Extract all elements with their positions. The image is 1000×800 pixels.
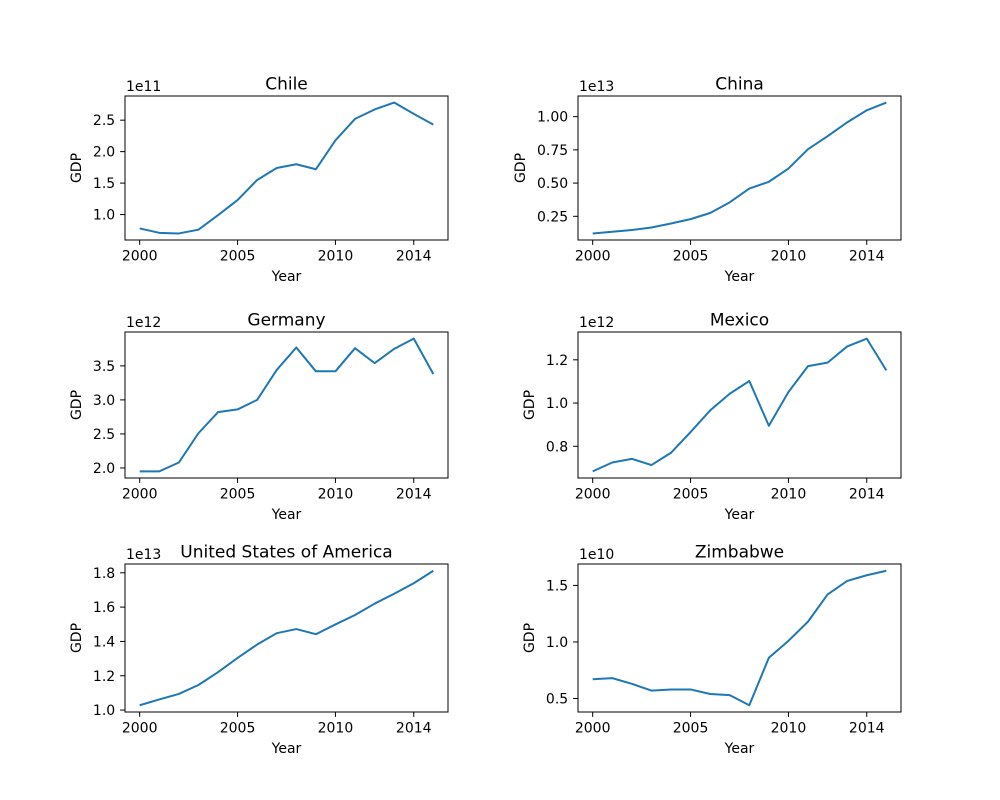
plot-frame: [577, 95, 902, 241]
x-tick-label: 2000: [575, 721, 611, 737]
y-offset-label: 1e13: [126, 547, 161, 563]
x-tick-label: 2010: [318, 721, 354, 737]
x-tick-label: 2014: [396, 487, 432, 503]
x-tick-label: 2014: [849, 721, 885, 737]
x-tick-label: 2005: [220, 249, 256, 265]
plot-frame: [124, 95, 449, 241]
x-axis-label: Year: [724, 269, 755, 285]
y-axis-label: GDP: [69, 623, 85, 653]
x-tick-label: 2005: [673, 487, 709, 503]
gdp-line-series: [592, 337, 888, 473]
x-tick-label: 2000: [122, 249, 158, 265]
subplot-united-states-of-america: 2000 2005 2010 2014 1.0 1.2 1.4 1.6 1.8 United St…: [69, 543, 449, 757]
y-tick-label: 2.5: [93, 113, 115, 129]
gdp-line-series: [139, 337, 435, 473]
subplot-germany: 2000 2005 2010 2014 2.0 2.5 3.0 3.5 Germany 1e12 Y…: [69, 311, 449, 523]
x-tick-label: 2000: [575, 249, 611, 265]
x-axis-label: Year: [271, 269, 302, 285]
y-axis-label: GDP: [513, 153, 529, 183]
y-tick-label: 0.5: [546, 691, 568, 707]
x-tick-label: 2005: [673, 249, 709, 265]
y-offset-label: 1e11: [126, 79, 161, 95]
y-tick-label: 2.5: [93, 427, 115, 443]
x-tick-label: 2014: [849, 249, 885, 265]
y-tick-label: 1.2: [546, 353, 568, 369]
y-tick-label: 3.5: [93, 359, 115, 375]
gdp-line-series: [139, 101, 434, 235]
plot-frame: [577, 563, 902, 713]
y-tick-label: 1.0: [546, 396, 568, 412]
plot-title: Chile: [265, 75, 308, 95]
y-tick-label: 0.75: [537, 143, 568, 159]
plot-frame: [577, 331, 902, 479]
subplot-china: 2000 2005 2010 2014 0.25 0.50 0.75 1.00 China 1e1…: [513, 75, 902, 285]
subplot-mexico: 2000 2005 2010 2014 0.8 1.0 1.2 Mexico 1e12 Year G…: [522, 311, 902, 523]
y-tick-label: 0.50: [537, 176, 568, 192]
x-axis-label: Year: [724, 741, 755, 757]
x-axis-label: Year: [271, 741, 302, 757]
subplot-chile: 2000 2005 2010 2014 1.0 1.5 2.0 2.5 Chile 1e11 Yea…: [69, 75, 449, 285]
x-axis-label: Year: [271, 507, 302, 523]
x-tick-label: 2010: [771, 721, 807, 737]
y-tick-label: 0.8: [546, 439, 568, 455]
gdp-line-series: [592, 569, 887, 707]
subplot-zimbabwe: 2000 2005 2010 2014 0.5 1.0 1.5 Zimbabwe 1e10 Yea…: [522, 543, 902, 757]
plot-title: Mexico: [710, 311, 769, 331]
y-tick-label: 1.0: [93, 703, 115, 719]
y-tick-label: 1.5: [93, 176, 115, 192]
x-tick-label: 2010: [771, 249, 807, 265]
y-tick-label: 1.00: [537, 110, 568, 126]
x-tick-label: 2005: [220, 487, 256, 503]
x-tick-label: 2000: [122, 487, 158, 503]
gdp-line-series: [592, 101, 887, 235]
y-tick-label: 1.8: [93, 566, 115, 582]
plot-title: United States of America: [180, 543, 392, 563]
x-tick-label: 2014: [396, 249, 432, 265]
plot-frame: [124, 563, 449, 713]
y-tick-label: 2.0: [93, 461, 115, 477]
y-tick-label: 1.6: [93, 600, 115, 616]
x-tick-label: 2000: [122, 721, 158, 737]
x-tick-label: 2014: [396, 721, 432, 737]
y-offset-label: 1e12: [579, 315, 614, 331]
y-offset-label: 1e10: [579, 547, 614, 563]
plot-title: Zimbabwe: [695, 543, 784, 563]
x-axis-label: Year: [724, 507, 755, 523]
gdp-line-series: [139, 569, 434, 707]
x-tick-label: 2014: [849, 487, 885, 503]
y-axis-label: GDP: [522, 623, 538, 653]
y-tick-label: 1.4: [93, 634, 115, 650]
y-tick-label: 1.0: [93, 208, 115, 224]
y-axis-label: GDP: [69, 390, 85, 420]
y-tick-label: 1.2: [93, 669, 115, 685]
y-axis-label: GDP: [522, 390, 538, 420]
x-tick-label: 2010: [771, 487, 807, 503]
x-tick-label: 2005: [673, 721, 709, 737]
y-offset-label: 1e13: [579, 79, 614, 95]
y-tick-label: 1.5: [546, 578, 568, 594]
y-tick-label: 0.25: [537, 209, 568, 225]
plot-frame: [124, 331, 449, 479]
x-tick-label: 2010: [318, 249, 354, 265]
x-tick-label: 2000: [575, 487, 611, 503]
y-tick-label: 1.0: [546, 635, 568, 651]
y-axis-label: GDP: [69, 153, 85, 183]
x-tick-label: 2005: [220, 721, 256, 737]
y-offset-label: 1e12: [126, 315, 161, 331]
plot-title: China: [715, 75, 764, 95]
y-tick-label: 3.0: [93, 393, 115, 409]
plot-title: Germany: [247, 311, 325, 331]
x-tick-label: 2010: [318, 487, 354, 503]
y-tick-label: 2.0: [93, 145, 115, 161]
